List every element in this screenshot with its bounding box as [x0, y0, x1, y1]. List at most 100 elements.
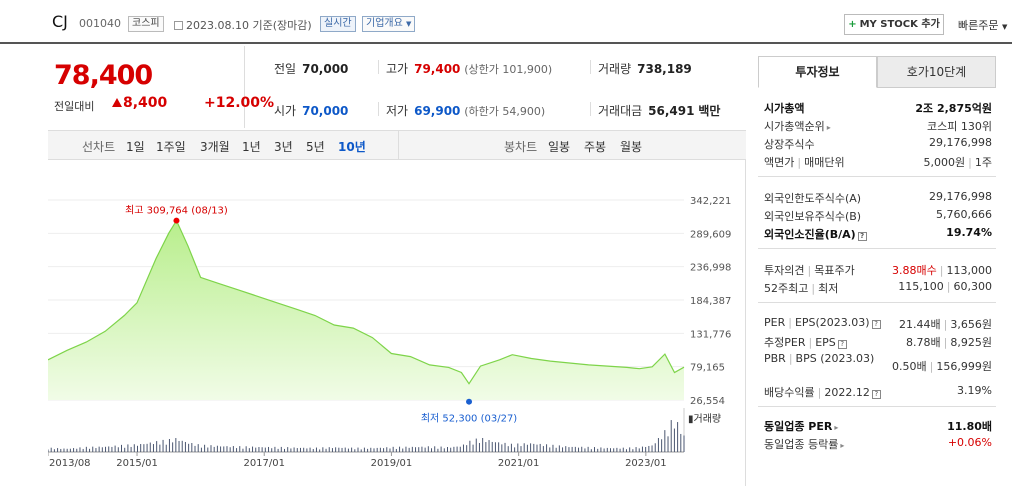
sector-change-row[interactable]: 동일업종 등락률 ▸ +0.06% [764, 434, 992, 452]
market-cap-rank-row[interactable]: 시가총액순위 ▸ 코스피 130위 [764, 116, 992, 134]
per-values: 21.44배 | 3,656원 [899, 316, 992, 332]
divider [758, 176, 996, 177]
foreign-exhaustion-label: 외국인소진율(B/A)? [764, 226, 867, 242]
par-value-values: 5,000원 | 1주 [924, 154, 992, 170]
y-tick-label: 131,776 [690, 329, 731, 340]
divider: | [946, 280, 951, 293]
x-tick-label: 2023/01 [625, 458, 667, 469]
date-value: 2023.08.10 [186, 19, 249, 32]
est-per-text: 추정PER [764, 336, 806, 349]
day-high: 고가 79,400 (상한가 101,900) [386, 60, 552, 77]
foreign-limit-label: 외국인한도주식수(A) [764, 192, 862, 205]
investment-info-panel: 투자정보 호가10단계 시가총액 2조 2,875억원 시가총액순위 ▸ 코스피 13… [758, 56, 996, 486]
sector-change-text: 동일업종 등락률 [764, 438, 839, 451]
price-chart-svg: 342,221 289,609 236,998 184,387 131,776 79,16… [48, 196, 731, 469]
tab-1w[interactable]: 1주일 [156, 140, 186, 154]
per-text: PER [764, 316, 786, 329]
add-mystock-button[interactable]: + MY STOCK 추가 [844, 14, 944, 35]
x-tick-label: 2021/01 [498, 458, 540, 469]
help-icon[interactable]: ? [857, 232, 867, 241]
tab-1d[interactable]: 1일 [126, 140, 145, 154]
market-cap-row: 시가총액 2조 2,875억원 [764, 98, 992, 116]
trade-amount-value: 56,491 [648, 104, 695, 118]
tab-3m[interactable]: 3개월 [200, 140, 230, 154]
trade-unit: 1주 [974, 156, 992, 169]
date-basis: 2023.08.10 기준(장마감) [174, 17, 312, 33]
lower-limit: (하한가 54,900) [464, 105, 546, 118]
week52-values: 115,100 | 60,300 [898, 280, 992, 293]
tab-1y[interactable]: 1년 [242, 140, 261, 154]
par-value-row: 액면가 | 매매단위 5,000원 | 1주 [764, 152, 992, 170]
high-marker [173, 217, 180, 224]
divider: | [943, 336, 948, 349]
foreign-exhaustion-value: 19.74% [946, 226, 992, 239]
dividend-row: 배당수익률 | 2022.12? 3.19% [764, 382, 992, 400]
help-icon[interactable]: ? [837, 340, 847, 349]
per-value: 21.44배 [899, 318, 941, 331]
est-per-label: 추정PER | EPS? [764, 334, 847, 350]
week52-label: 52주최고 | 최저 [764, 280, 838, 296]
market-cap-value: 2조 2,875억원 [915, 102, 992, 115]
est-eps-value: 8,925원 [950, 336, 992, 349]
listed-shares-label: 상장주식수 [764, 138, 815, 151]
dividend-period: 2022.12 [824, 386, 870, 399]
x-tick-label: 2017/01 [243, 458, 285, 469]
market-cap-rank-value: 코스피 130위 [927, 120, 992, 133]
price-chart: 342,221 289,609 236,998 184,387 131,776 79,16… [48, 160, 746, 486]
est-per-row: 추정PER | EPS? 8.78배 | 8,925원 [764, 332, 992, 350]
y-tick-label: 236,998 [690, 263, 731, 274]
tab-investment-info[interactable]: 투자정보 [758, 56, 877, 88]
tab-3y[interactable]: 3년 [274, 140, 293, 154]
foreign-holding-value: 5,760,666 [936, 208, 992, 221]
bps-value: 156,999원 [936, 360, 992, 373]
price-change: 8,400 [112, 95, 167, 111]
divider: | [788, 352, 793, 365]
foreign-limit-row: 외국인한도주식수(A) 29,176,998 [764, 188, 992, 206]
realtime-button[interactable]: 실시간 [320, 16, 356, 32]
low-marker [466, 398, 473, 405]
week52-low-text: 최저 [818, 282, 839, 295]
prev-close: 전일 70,000 [274, 60, 348, 77]
divider [590, 60, 591, 74]
divider [378, 102, 379, 116]
volume-label: 거래량 [598, 62, 632, 76]
divider: | [808, 336, 813, 349]
y-tick-label: 184,387 [690, 296, 731, 307]
volume-value: 738,189 [637, 62, 692, 76]
help-icon[interactable]: ? [871, 390, 881, 399]
chevron-down-icon: ▼ [406, 20, 412, 28]
tab-5y[interactable]: 5년 [306, 140, 325, 154]
day-high-value: 79,400 [414, 62, 461, 76]
upper-limit: (상한가 101,900) [464, 63, 553, 76]
divider [758, 248, 996, 249]
y-tick-label: 342,221 [690, 196, 731, 207]
open-price: 시가 70,000 [274, 102, 348, 119]
help-icon[interactable]: ? [871, 320, 881, 329]
y-tick-label: 79,165 [690, 363, 725, 374]
est-eps-text: EPS [815, 336, 836, 349]
listed-shares-row: 상장주식수 29,176,998 [764, 134, 992, 152]
candle-chart-label: 봉차트 [504, 140, 538, 154]
sector-per-row[interactable]: 동일업종 PER ▸ 11.80배 [764, 416, 992, 434]
tab-weekly-candle[interactable]: 주봉 [584, 140, 607, 154]
open-value: 70,000 [302, 104, 349, 118]
tab-order-book[interactable]: 호가10단계 [877, 56, 996, 88]
tab-daily-candle[interactable]: 일봉 [548, 140, 571, 154]
per-label: PER | EPS(2023.03)? [764, 316, 881, 329]
market-badge: 코스피 [128, 16, 164, 32]
volume-label: ▮거래량 [688, 413, 721, 425]
opinion-value: 3.88매수 [892, 264, 937, 277]
price-change-pct: +12.00% [204, 95, 275, 111]
day-low: 저가 69,900 (하한가 54,900) [386, 102, 545, 119]
est-per-values: 8.78배 | 8,925원 [906, 334, 992, 350]
week52-low-value: 60,300 [953, 280, 993, 293]
quick-order-button[interactable]: 빠른주문 ▼ [958, 17, 1007, 33]
company-overview-button[interactable]: 기업개요 ▼ [362, 16, 416, 32]
tab-10y[interactable]: 10년 [338, 140, 366, 154]
tab-monthly-candle[interactable]: 월봉 [620, 140, 643, 154]
sector-change-label: 동일업종 등락률 ▸ [764, 436, 844, 452]
foreign-exhaustion-row: 외국인소진율(B/A)? 19.74% [764, 224, 992, 242]
est-per-value: 8.78배 [906, 336, 941, 349]
dividend-text: 배당수익률 [764, 386, 815, 399]
stock-name: CJ [52, 12, 68, 31]
